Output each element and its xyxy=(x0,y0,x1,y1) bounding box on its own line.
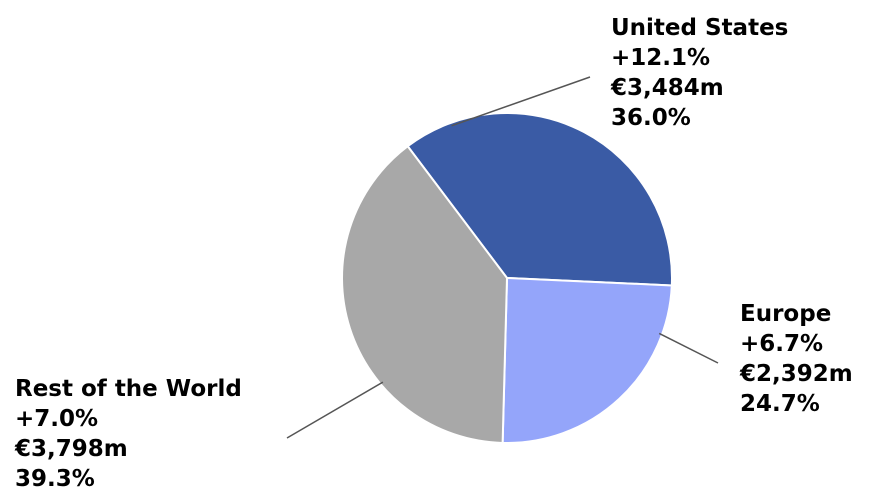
slice-share-europe: 24.7% xyxy=(740,391,820,417)
slice-growth-rest-of-world: +7.0% xyxy=(15,406,99,432)
slice-share-united-states: 36.0% xyxy=(611,105,691,131)
slice-growth-united-states: +12.1% xyxy=(611,45,711,71)
leader-line-europe xyxy=(658,332,719,364)
leader-line-united-states xyxy=(451,76,591,127)
slice-name-united-states: United States xyxy=(611,15,789,41)
pie-slices xyxy=(341,112,673,444)
pie-slice-europe xyxy=(501,277,673,444)
leader-line-rest-of-world xyxy=(286,381,384,439)
slice-growth-europe: +6.7% xyxy=(740,331,824,357)
pie-slice-united-states xyxy=(406,112,673,287)
data-label-united-states: United States +12.1% €3,484m 36.0% xyxy=(611,13,788,133)
slice-name-europe: Europe xyxy=(740,301,832,327)
slice-name-rest-of-world: Rest of the World xyxy=(15,376,242,402)
data-label-rest-of-world: Rest of the World +7.0% €3,798m 39.3% xyxy=(15,374,242,494)
slice-share-rest-of-world: 39.3% xyxy=(15,466,95,492)
slice-amount-europe: €2,392m xyxy=(740,361,853,387)
slice-amount-rest-of-world: €3,798m xyxy=(15,436,128,462)
slice-amount-united-states: €3,484m xyxy=(611,75,724,101)
data-label-europe: Europe +6.7% €2,392m 24.7% xyxy=(740,299,853,419)
pie-slice-rest-of-world xyxy=(341,145,508,444)
leader-lines xyxy=(286,76,719,439)
